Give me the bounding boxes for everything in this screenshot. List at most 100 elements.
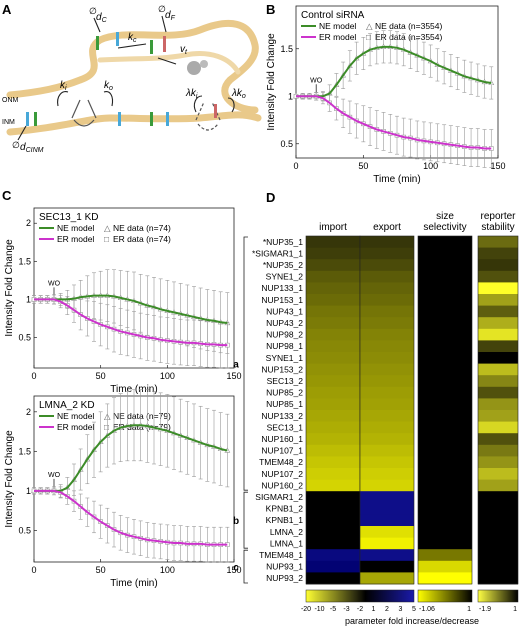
group-bracket [243,236,248,491]
heatmap-cell [478,421,518,434]
heatmap-cell [478,444,518,457]
reporter-protein-icon [166,112,169,126]
heatmap-cell [306,468,360,480]
row-label: NUP43_2 [266,318,303,328]
reporter-protein-icon [163,36,166,52]
label-dc: dC [96,12,108,24]
heatmap-cell [418,386,472,399]
washout-label: WO [48,472,61,479]
x-tick-label: 150 [490,161,505,171]
heatmap-cell [360,294,414,306]
label-dcinm: dCINM [20,142,44,154]
heatmap-cell [360,468,414,480]
heatmap-cell [418,444,472,457]
y-tick-label: 1 [26,294,31,304]
reporter-protein-icon [116,32,119,46]
heatmap-cell [306,386,360,399]
heatmap-cell [478,526,518,538]
x-tick-label: 50 [96,371,106,381]
heatmap-cell [478,259,518,272]
heatmap-cell [478,456,518,469]
y-tick-label: 0.5 [18,525,31,535]
y-axis-label: Intensity Fold Change [4,239,15,337]
heatmap-cell [306,560,360,573]
legend-marker: □ [104,422,109,432]
heatmap-cell [360,560,414,573]
heatmap-cell [360,410,414,422]
row-label: NUP160_1 [261,434,303,444]
heatmap-cell [306,537,360,550]
heatmap-cell [360,502,414,515]
row-label: SEC13_1 [267,422,304,432]
heatmap-cell [478,305,518,318]
heatmap-cell [478,247,518,260]
heatmap-cell [418,502,472,515]
legend-label: ER model [319,32,356,42]
x-tick-label: 150 [226,565,241,575]
heatmap-cell [418,560,472,573]
ribosome-icon [187,61,201,75]
group-label: b [233,516,239,527]
heatmap-cell [306,270,360,283]
heatmap-cell [478,468,518,480]
colorbar-tick-label: 1 [372,606,376,613]
heatmap-cell [418,398,472,411]
heatmap-cell [306,363,360,376]
heatmap-cell [418,352,472,364]
null-symbol: ∅ [12,140,20,150]
heatmap-cell [478,479,518,492]
reporter-protein-icon [150,112,153,126]
heatmap-cell [360,537,414,550]
column-header: export [373,222,401,233]
heatmap-cell [418,549,472,562]
heatmap-cell [306,340,360,353]
row-label: KPNB1_1 [266,515,304,525]
heatmap-cell [306,456,360,469]
colorbar-tick-label: 3 [399,606,403,613]
heatmap-cell [478,491,518,504]
y-tick-label: 2 [26,218,31,228]
label-kc: kc [128,32,137,44]
chart-c2: 0 50 100 150 0.5 1 1.5 2 Time (min) Intensity Fol… [4,389,242,589]
heatmap-cell [306,282,360,295]
legend-label: ER model [57,234,94,244]
heatmap-cell [360,375,414,388]
heatmap-cell [478,410,518,422]
heatmap-cell [306,375,360,388]
y-tick-label: 1.5 [18,446,31,456]
heatmap-cell [360,236,414,248]
y-axis-label: Intensity Fold Change [4,430,15,528]
row-label: LMNA_1 [270,538,303,548]
row-label: *SIGMAR1_1 [252,248,303,258]
x-tick-label: 100 [160,565,175,575]
label-onm: ONM [2,97,19,104]
heatmap-cell [418,537,472,550]
heatmap-cell [478,282,518,295]
heatmap-cell [360,386,414,399]
legend-label: ER data (n=74) [113,234,171,244]
y-tick-label: 0.5 [18,333,31,343]
legend-marker: △ [366,21,373,31]
null-symbol: ∅ [158,4,166,14]
x-tick-label: 0 [31,565,36,575]
heatmap-cell [360,282,414,295]
nuclear-pore-complex-left [71,99,97,127]
colorbar-tick-label: -10 [314,606,324,613]
row-label: *NUP35_2 [263,260,303,270]
row-label: NUP98_1 [266,341,303,351]
row-label: LMNA_2 [270,527,303,537]
group-bracket [243,491,248,549]
panel-letter-a: A [2,2,12,17]
heatmap-cell [418,421,472,434]
heatmap-cell [306,247,360,260]
heatmap-cell [360,479,414,492]
heatmap-cell [478,502,518,515]
row-label: TMEM48_1 [259,550,303,560]
chart-title: LMNA_2 KD [39,400,95,411]
x-tick-label: 50 [96,565,106,575]
heatmap-cell [478,294,518,306]
row-label: NUP98_2 [266,330,303,340]
row-label: NUP93_2 [266,573,303,583]
heatmap-cell [418,410,472,422]
row-label: NUP160_2 [261,480,303,490]
